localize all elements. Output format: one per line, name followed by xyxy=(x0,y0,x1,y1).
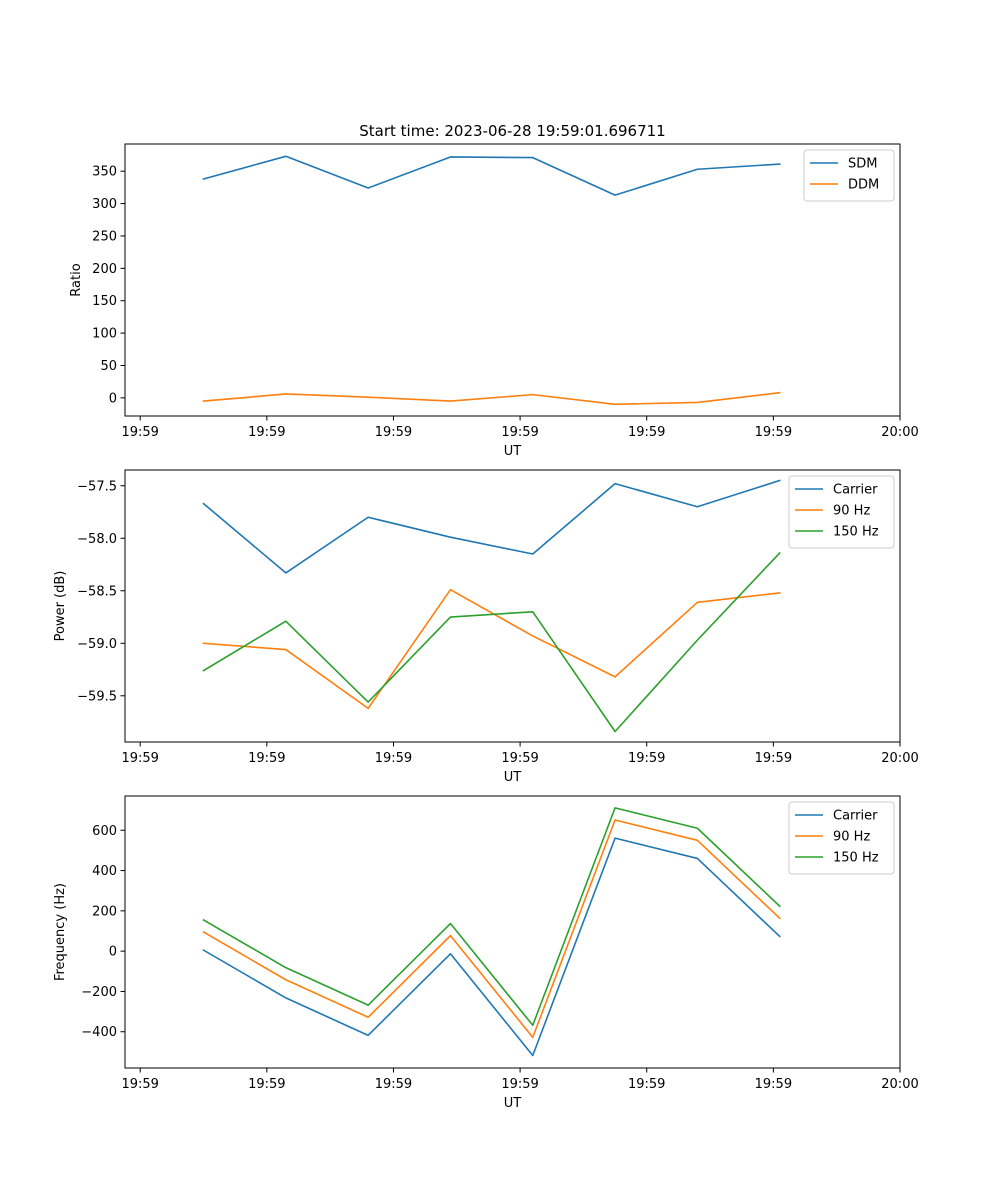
series-line-carrier xyxy=(202,837,781,1057)
chart-panel-2: 19:59 19:59 19:59 19:59 19:59 19:59 20:00 −59.5… xyxy=(53,469,919,785)
y-tick-label: −58.5 xyxy=(77,584,117,599)
y-tick-label: 200 xyxy=(92,262,117,277)
x-axis-label: UT xyxy=(504,1096,522,1111)
y-tick-label: 600 xyxy=(92,824,117,839)
legend: Carrier 90 Hz 150 Hz xyxy=(788,801,895,875)
axes-frame xyxy=(124,469,901,743)
x-tick-label: 20:00 xyxy=(881,751,918,766)
chart-panel-3: 19:59 19:59 19:59 19:59 19:59 19:59 20:00 −400 −… xyxy=(53,795,919,1111)
legend-entry: SDM xyxy=(848,157,877,172)
legend-entry: DDM xyxy=(848,178,879,193)
y-tick-label: −200 xyxy=(81,985,117,1000)
y-tick-label: 300 xyxy=(92,197,117,212)
y-tick-label: −59.0 xyxy=(77,637,117,652)
legend-entry: 90 Hz xyxy=(833,504,870,519)
y-tick-label: 0 xyxy=(109,945,117,960)
x-tick-label: 19:59 xyxy=(248,751,285,766)
chart-title: Start time: 2023-06-28 19:59:01.696711 xyxy=(359,122,665,140)
y-tick-label: −58.0 xyxy=(77,532,117,547)
series-line-90-hz xyxy=(202,819,781,1039)
legend: Carrier 90 Hz 150 Hz xyxy=(788,475,895,549)
x-tick-label: 19:59 xyxy=(628,751,665,766)
series-line-150-hz xyxy=(202,551,781,733)
y-tick-label: −57.5 xyxy=(77,479,117,494)
x-tick-label: 19:59 xyxy=(248,1077,285,1092)
x-tick-label: 20:00 xyxy=(881,425,918,440)
axes-frame xyxy=(124,795,901,1069)
y-axis-label: Ratio xyxy=(69,263,84,296)
x-axis-label: UT xyxy=(504,770,522,785)
y-axis-label: Frequency (Hz) xyxy=(53,883,68,981)
x-tick-label: 19:59 xyxy=(501,425,538,440)
x-tick-label: 19:59 xyxy=(501,1077,538,1092)
x-axis-label: UT xyxy=(504,444,522,459)
x-tick-label: 19:59 xyxy=(121,1077,158,1092)
x-tick-label: 19:59 xyxy=(375,1077,412,1092)
legend-box xyxy=(788,475,895,549)
legend-entry: 150 Hz xyxy=(833,525,879,540)
legend-entry: 90 Hz xyxy=(833,830,870,845)
x-tick-label: 19:59 xyxy=(121,751,158,766)
series-line-150-hz xyxy=(202,807,781,1027)
y-tick-label: −59.5 xyxy=(77,689,117,704)
series-line-90-hz xyxy=(202,588,781,710)
x-tick-label: 19:59 xyxy=(375,751,412,766)
x-tick-label: 19:59 xyxy=(628,1077,665,1092)
legend-entry: 150 Hz xyxy=(833,851,879,866)
x-tick-label: 19:59 xyxy=(375,425,412,440)
legend-entry: Carrier xyxy=(833,809,878,824)
x-tick-label: 19:59 xyxy=(121,425,158,440)
y-tick-label: 350 xyxy=(92,165,117,180)
x-tick-label: 19:59 xyxy=(755,425,792,440)
legend: SDM DDM xyxy=(803,149,895,202)
series-line-sdm xyxy=(202,155,781,196)
y-tick-label: 150 xyxy=(92,294,117,309)
x-tick-label: 19:59 xyxy=(501,751,538,766)
axes-frame xyxy=(124,143,901,417)
y-axis-label: Power (dB) xyxy=(53,571,68,642)
x-tick-label: 20:00 xyxy=(881,1077,918,1092)
legend-entry: Carrier xyxy=(833,483,878,498)
y-tick-label: 0 xyxy=(109,391,117,406)
x-tick-label: 19:59 xyxy=(755,751,792,766)
y-tick-label: 200 xyxy=(92,904,117,919)
y-tick-label: 100 xyxy=(92,327,117,342)
series-line-ddm xyxy=(202,391,781,406)
x-tick-label: 19:59 xyxy=(628,425,665,440)
y-tick-label: 400 xyxy=(92,864,117,879)
y-tick-label: −400 xyxy=(81,1025,117,1040)
x-tick-label: 19:59 xyxy=(248,425,285,440)
x-tick-label: 19:59 xyxy=(755,1077,792,1092)
y-tick-label: 50 xyxy=(100,359,117,374)
legend-box xyxy=(788,801,895,875)
y-tick-label: 250 xyxy=(92,229,117,244)
chart-panel-1: 19:59 19:59 19:59 19:59 19:59 19:59 20:00 0 50 10… xyxy=(69,143,919,459)
series-line-carrier xyxy=(202,479,781,574)
